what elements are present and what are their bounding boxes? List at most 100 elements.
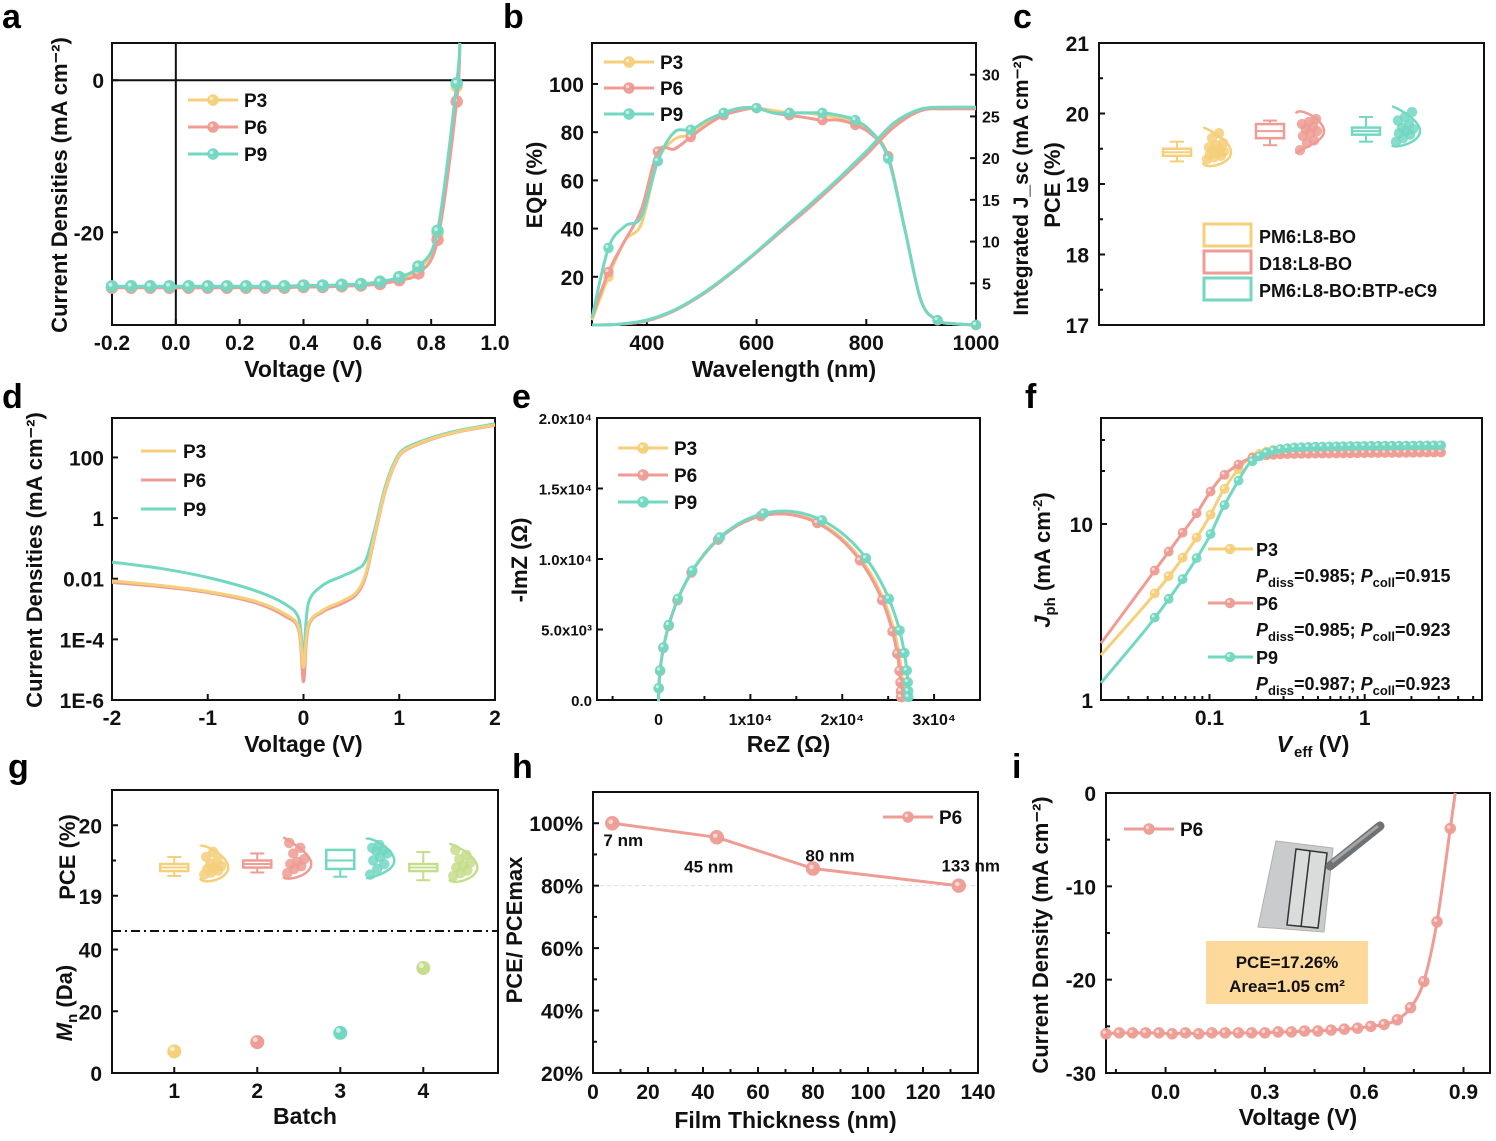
- x-tick-label: 0.3: [1250, 1081, 1279, 1104]
- legend-label: P3: [674, 439, 697, 460]
- data-point: [1406, 106, 1418, 118]
- y-tick-label: 1.5x10⁴: [539, 482, 592, 499]
- marker-highlight: [319, 282, 324, 286]
- data-point-P6: [1139, 1027, 1152, 1039]
- data-point-P9: [1177, 574, 1188, 585]
- marker-highlight: [1256, 453, 1260, 457]
- legend-label: P9: [244, 145, 267, 166]
- panel-letter-h: h: [512, 748, 533, 786]
- marker-highlight: [1151, 590, 1155, 594]
- y-tick-label: 20: [79, 1001, 102, 1024]
- panel-c: 17 18 19 20 21 PCE (%) PM6:L8-BO D18:L8-BO PM6:L…: [1040, 33, 1485, 338]
- data-point-P6: [1285, 1026, 1298, 1038]
- marker-highlight: [904, 679, 908, 683]
- marker-highlight: [1165, 573, 1169, 577]
- x-tick-label: 120: [905, 1081, 940, 1104]
- plot-frame: [596, 417, 981, 701]
- marker-highlight: [903, 667, 907, 671]
- legend-marker: [637, 496, 649, 508]
- data-point: [1206, 132, 1218, 144]
- data-point: [212, 855, 223, 866]
- data-point-P9: [450, 77, 463, 90]
- data-point-P9: [335, 278, 349, 291]
- data-point-P9: [663, 619, 675, 631]
- x-axis-label: ReZ (Ω): [747, 731, 831, 757]
- data-point-P9: [1149, 612, 1160, 623]
- data-point-P6: [1298, 1025, 1311, 1037]
- legend-swatch: [1202, 249, 1253, 275]
- marker-highlight: [674, 595, 679, 599]
- panel-letter-i: i: [1012, 748, 1021, 786]
- marker-highlight: [1288, 1028, 1292, 1033]
- marker-highlight: [753, 105, 757, 109]
- marker-highlight: [280, 282, 285, 287]
- panel-b: 400 600 800 1000 20 40 60 80 100 5 10 15 20 25 30 Wavel…: [522, 42, 1033, 382]
- marker-highlight: [905, 688, 909, 692]
- panel-letter-a: a: [2, 0, 22, 36]
- data-point-P6: [1431, 916, 1443, 928]
- marker-highlight: [639, 498, 644, 503]
- data-point-P9: [297, 279, 310, 292]
- marker-highlight: [1145, 825, 1150, 830]
- data-point: [461, 849, 472, 861]
- marker-highlight: [1403, 449, 1407, 453]
- data-point-P6: [1259, 1027, 1271, 1039]
- marker-highlight: [1270, 447, 1274, 451]
- y-tick-label: 19: [79, 886, 102, 909]
- x-tick-label: 3x10⁴: [912, 712, 956, 729]
- marker-highlight: [896, 667, 900, 671]
- y-tick-label: -30: [1066, 1063, 1096, 1086]
- marker-highlight: [885, 595, 889, 599]
- marker-highlight: [169, 1046, 175, 1052]
- annotation-pce: PCE=17.26%: [1236, 953, 1339, 972]
- marker-highlight: [1333, 450, 1337, 454]
- x-tick-label: -0.2: [94, 332, 130, 355]
- data-point-P6: [1418, 975, 1430, 988]
- marker-highlight: [972, 321, 977, 326]
- x-tick-label: -1: [198, 707, 217, 730]
- marker-highlight: [689, 567, 693, 571]
- y-tick-label: 100: [69, 447, 104, 470]
- data-point-P9: [718, 107, 729, 119]
- data-point-P9: [412, 260, 425, 273]
- data-point-P9: [751, 102, 762, 114]
- x-tick-label: 0.4: [289, 332, 319, 355]
- data-point-P3: [1205, 509, 1216, 520]
- marker-highlight: [896, 627, 900, 631]
- legend-marker: [623, 56, 635, 68]
- marker-highlight: [885, 155, 889, 159]
- marker-highlight: [625, 110, 630, 115]
- series-line-P9: [657, 509, 910, 702]
- data-point-P9: [902, 676, 914, 688]
- data-point: [1310, 113, 1322, 125]
- x-tick-label: 3: [334, 1080, 346, 1103]
- marker-highlight: [1207, 488, 1211, 492]
- data-point: [299, 853, 310, 865]
- marker-highlight: [1368, 442, 1372, 446]
- data-point-P9: [816, 515, 828, 526]
- marker-highlight: [657, 667, 661, 671]
- marker-highlight: [1102, 1030, 1107, 1035]
- data-point-P6: [1113, 1027, 1125, 1039]
- marker-highlight: [856, 557, 861, 561]
- marker-highlight: [1368, 450, 1372, 454]
- legend-label: P6: [183, 471, 206, 492]
- thickness-label: 133 nm: [941, 857, 1000, 876]
- data-point-P9: [1163, 593, 1174, 604]
- marker-highlight: [1438, 449, 1442, 453]
- legend-label: P6: [244, 118, 267, 139]
- x-tick-label: 1: [1359, 707, 1371, 730]
- data-point-P9: [354, 277, 368, 291]
- marker-highlight: [1195, 1030, 1199, 1035]
- marker-highlight: [453, 79, 458, 84]
- x-tick-label: 800: [849, 332, 884, 355]
- marker-highlight: [654, 158, 658, 162]
- legend-label: P6: [674, 466, 697, 487]
- marker-highlight: [786, 109, 790, 113]
- data-point: [372, 863, 383, 875]
- data-point-P6: [1325, 1024, 1337, 1036]
- x-axis-label: Film Thickness (nm): [674, 1107, 896, 1133]
- legend-label: PM6:L8-BO: [1259, 227, 1356, 247]
- data-point-P6: [1444, 822, 1457, 835]
- legend-marker: [207, 121, 219, 133]
